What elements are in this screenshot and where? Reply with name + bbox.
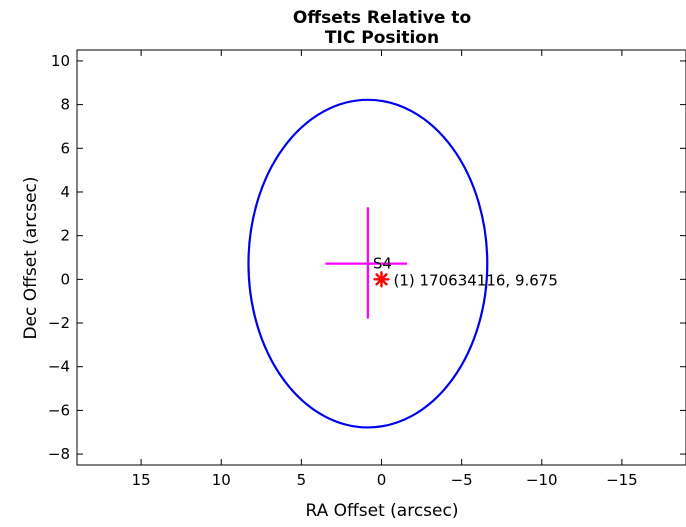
chart-title-line-2: TIC Position: [325, 28, 439, 48]
y-tick-label: 10: [51, 52, 70, 70]
y-tick-label: −8: [48, 445, 70, 463]
x-axis-label: RA Offset (arcsec): [306, 501, 459, 521]
x-tick-label: 5: [297, 471, 307, 489]
x-tick-label: −10: [526, 471, 558, 489]
crosshair-label: S4: [373, 255, 392, 273]
target-star-marker: [373, 271, 390, 288]
x-tick-label: 15: [132, 471, 151, 489]
y-tick-label: −6: [48, 401, 70, 419]
position-error-ellipse: [247, 98, 489, 429]
y-tick-label: −4: [48, 358, 70, 376]
y-axis-label: Dec Offset (arcsec): [21, 176, 41, 339]
x-tick-label: −15: [606, 471, 638, 489]
y-tick-label: 2: [60, 227, 70, 245]
x-tick-label: −5: [451, 471, 473, 489]
y-tick-label: 6: [60, 139, 70, 157]
y-tick-label: −2: [48, 314, 70, 332]
x-tick-label: 0: [377, 471, 387, 489]
y-tick-label: 0: [60, 270, 70, 288]
y-axis-ticks: 10 8 6 4 2 0 −2 −4 −6 −8: [48, 52, 686, 463]
x-tick-label: 10: [212, 471, 231, 489]
x-axis-ticks: 15 10 5 0 −5 −10 −15: [132, 50, 638, 489]
chart-title-line-1: Offsets Relative to: [293, 8, 471, 28]
target-label: (1) 170634116, 9.675: [394, 271, 558, 289]
y-tick-label: 4: [60, 183, 70, 201]
chart-marks: S4(1) 170634116, 9.675: [247, 98, 558, 429]
target-star-stroke: [375, 273, 388, 286]
y-tick-label: 8: [60, 96, 70, 114]
